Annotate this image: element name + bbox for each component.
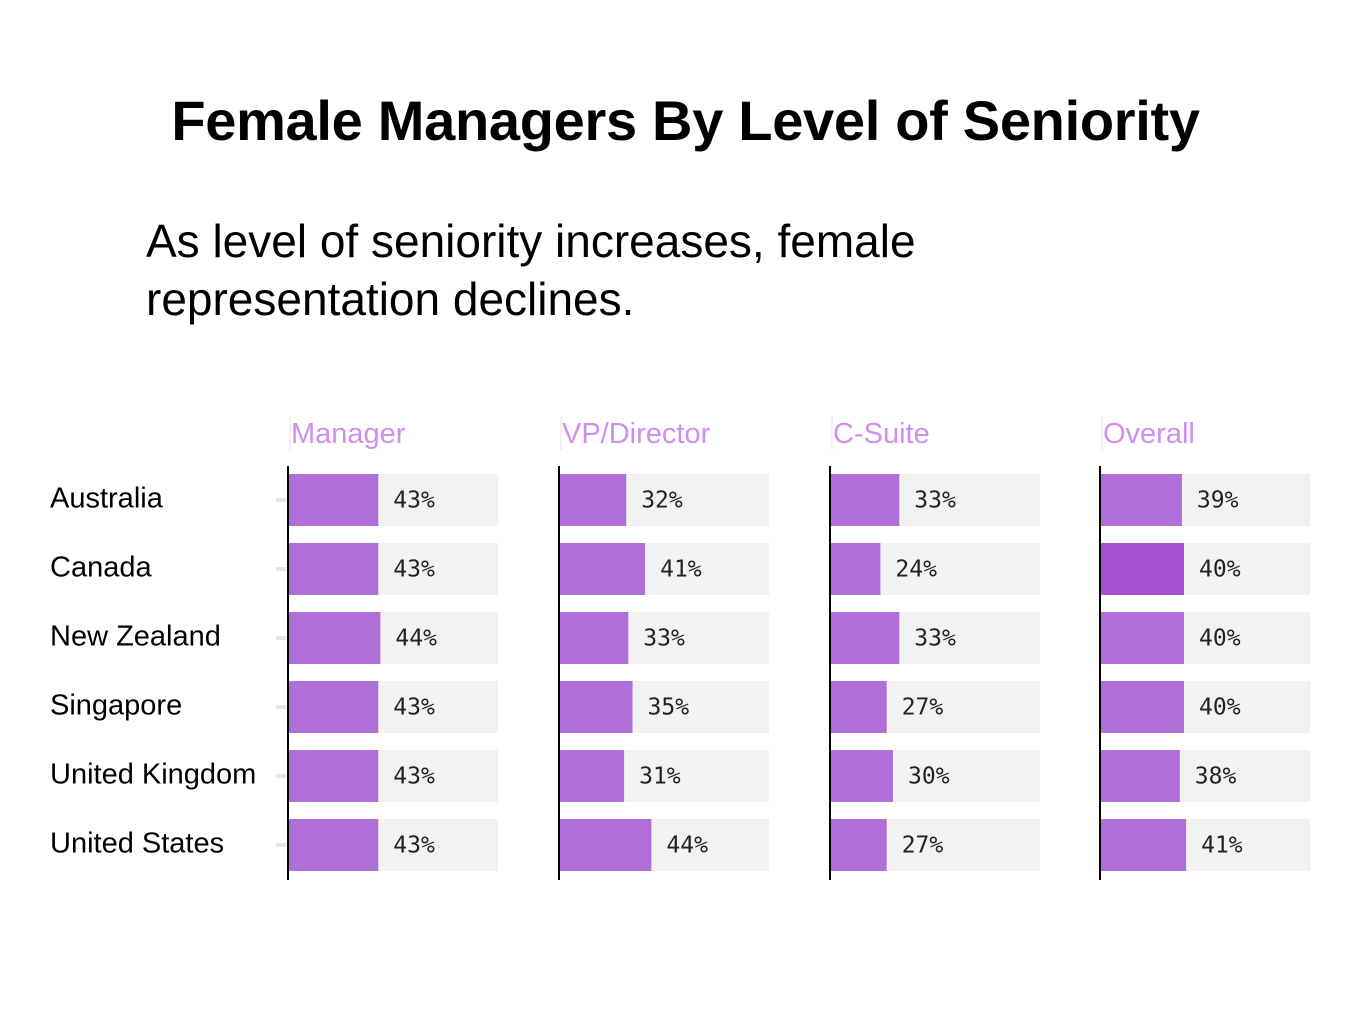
bar xyxy=(1100,543,1184,595)
bar xyxy=(559,681,633,733)
panel-title: Manager xyxy=(291,418,406,450)
data-label: 35% xyxy=(648,695,690,721)
data-label: 31% xyxy=(639,764,681,790)
bar xyxy=(559,750,625,802)
bar xyxy=(1100,750,1180,802)
data-label: 33% xyxy=(914,626,956,652)
chart-title: Female Managers By Level of Seniority xyxy=(171,89,1200,152)
bar xyxy=(288,819,379,871)
data-label: 40% xyxy=(1199,557,1241,583)
data-label: 40% xyxy=(1199,695,1241,721)
data-label: 41% xyxy=(1201,833,1243,859)
data-label: 43% xyxy=(393,764,435,790)
row-label: Australia xyxy=(50,483,164,515)
bar xyxy=(288,612,381,664)
chart-subtitle: As level of seniority increases, female … xyxy=(146,215,916,325)
row-label: United Kingdom xyxy=(50,759,256,791)
bar xyxy=(288,474,379,526)
bar xyxy=(288,750,379,802)
bar xyxy=(559,543,646,595)
data-label: 32% xyxy=(641,488,683,514)
data-label: 27% xyxy=(902,833,944,859)
data-label: 44% xyxy=(395,626,437,652)
bar xyxy=(559,474,627,526)
bar xyxy=(559,819,652,871)
bar xyxy=(1100,819,1187,871)
bar xyxy=(1100,612,1184,664)
bar xyxy=(830,819,887,871)
bar xyxy=(830,474,900,526)
bar xyxy=(288,681,379,733)
data-label: 38% xyxy=(1195,764,1237,790)
bar xyxy=(830,681,887,733)
bar xyxy=(559,612,629,664)
data-label: 33% xyxy=(914,488,956,514)
data-label: 43% xyxy=(393,695,435,721)
data-label: 24% xyxy=(895,557,937,583)
row-label: New Zealand xyxy=(50,621,221,653)
bar xyxy=(830,612,900,664)
data-label: 27% xyxy=(902,695,944,721)
row-label: United States xyxy=(50,828,224,860)
row-label: Canada xyxy=(50,552,152,584)
data-label: 41% xyxy=(660,557,702,583)
panel-title: VP/Director xyxy=(562,418,711,450)
bar xyxy=(830,543,881,595)
data-label: 43% xyxy=(393,833,435,859)
data-label: 43% xyxy=(393,557,435,583)
bar xyxy=(288,543,379,595)
data-label: 39% xyxy=(1197,488,1239,514)
data-label: 33% xyxy=(643,626,685,652)
data-label: 44% xyxy=(666,833,708,859)
panel-title: Overall xyxy=(1103,418,1195,450)
bar xyxy=(1100,474,1182,526)
data-label: 30% xyxy=(908,764,950,790)
panel-title: C-Suite xyxy=(833,418,930,450)
bar xyxy=(830,750,893,802)
bar xyxy=(1100,681,1184,733)
row-label: Singapore xyxy=(50,690,182,722)
data-label: 40% xyxy=(1199,626,1241,652)
data-label: 43% xyxy=(393,488,435,514)
